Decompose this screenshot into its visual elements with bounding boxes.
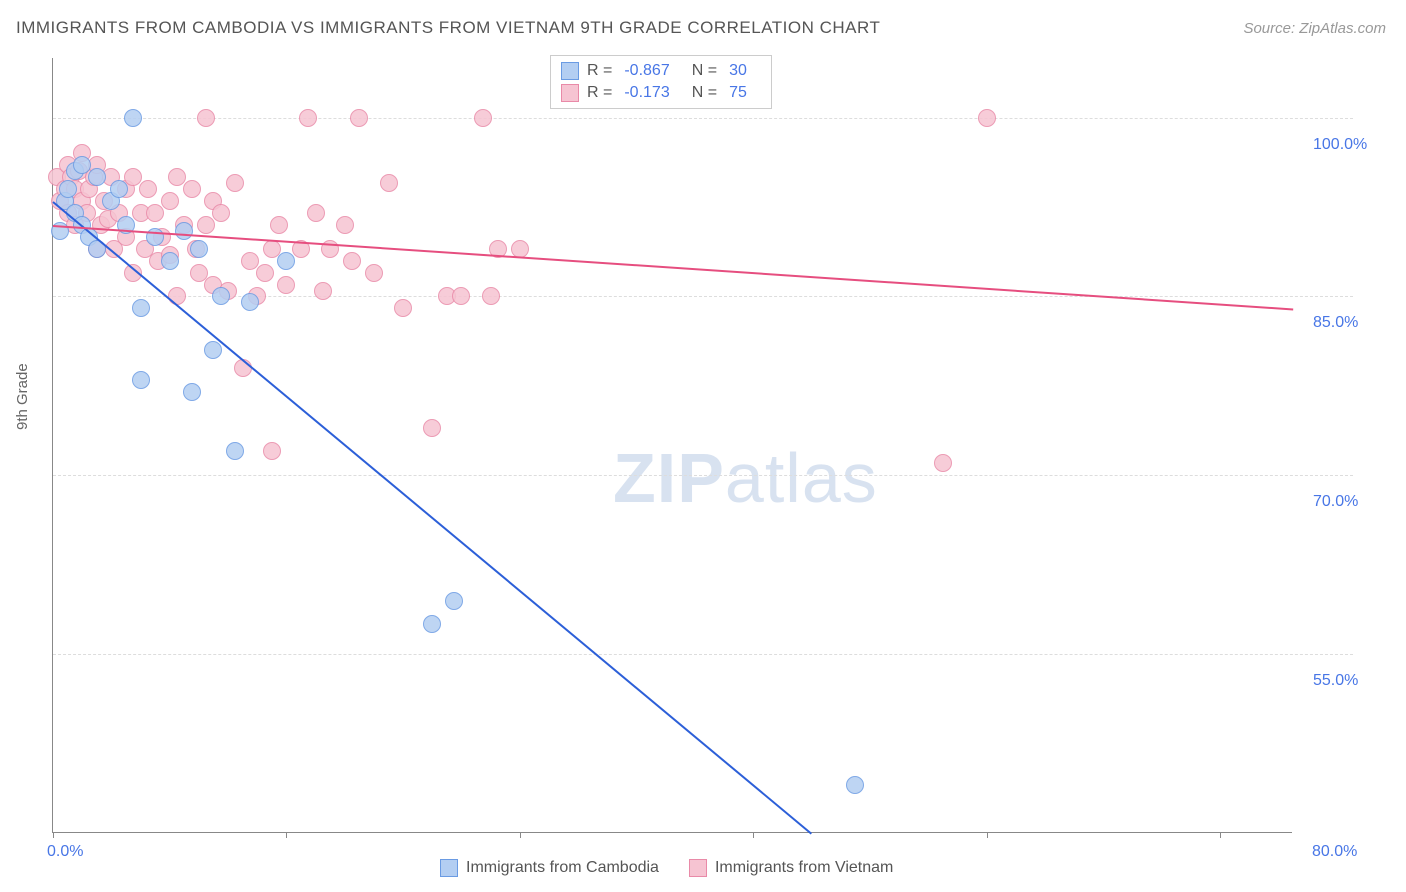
x-tick <box>520 832 521 838</box>
x-tick <box>753 832 754 838</box>
data-point <box>175 222 193 240</box>
data-point <box>59 180 77 198</box>
data-point <box>88 168 106 186</box>
data-point <box>226 442 244 460</box>
gridline <box>53 654 1353 655</box>
data-point <box>846 776 864 794</box>
data-point <box>132 371 150 389</box>
data-point <box>197 216 215 234</box>
data-point <box>263 442 281 460</box>
data-point <box>277 252 295 270</box>
stat-r-value: -0.173 <box>624 84 669 102</box>
watermark: ZIPatlas <box>613 438 878 518</box>
legend-stat-row: R = -0.173 N = 75 <box>561 82 761 104</box>
data-point <box>161 252 179 270</box>
data-point <box>474 109 492 127</box>
legend-swatch <box>689 859 707 877</box>
data-point <box>241 293 259 311</box>
data-point <box>336 216 354 234</box>
x-tick <box>53 832 54 838</box>
stat-n-label: N = <box>692 62 717 80</box>
stat-n-value: 75 <box>729 84 747 102</box>
stat-r-value: -0.867 <box>624 62 669 80</box>
data-point <box>197 109 215 127</box>
x-tick <box>987 832 988 838</box>
data-point <box>445 592 463 610</box>
legend-swatch <box>561 84 579 102</box>
legend-swatch <box>561 62 579 80</box>
stat-n-label: N = <box>692 84 717 102</box>
x-tick <box>286 832 287 838</box>
data-point <box>307 204 325 222</box>
y-axis-label: 9th Grade <box>14 363 31 430</box>
y-tick-label: 55.0% <box>1313 672 1358 690</box>
data-point <box>365 264 383 282</box>
source-label: Source: ZipAtlas.com <box>1243 20 1386 37</box>
legend-item: Immigrants from Vietnam <box>689 859 893 877</box>
data-point <box>277 276 295 294</box>
x-tick-label: 80.0% <box>1312 843 1357 861</box>
data-point <box>124 109 142 127</box>
data-point <box>299 109 317 127</box>
legend-item: Immigrants from Cambodia <box>440 859 659 877</box>
data-point <box>380 174 398 192</box>
legend-swatch <box>440 859 458 877</box>
y-tick-label: 70.0% <box>1313 493 1358 511</box>
data-point <box>183 180 201 198</box>
trend-line <box>53 225 1293 310</box>
chart-title: IMMIGRANTS FROM CAMBODIA VS IMMIGRANTS F… <box>16 18 880 38</box>
legend-stat-row: R = -0.867 N = 30 <box>561 60 761 82</box>
stat-r-label: R = <box>587 84 612 102</box>
stat-n-value: 30 <box>729 62 747 80</box>
data-point <box>190 240 208 258</box>
data-point <box>139 180 157 198</box>
data-point <box>482 287 500 305</box>
data-point <box>146 204 164 222</box>
correlation-chart: IMMIGRANTS FROM CAMBODIA VS IMMIGRANTS F… <box>0 0 1406 892</box>
stats-legend: R = -0.867 N = 30 R = -0.173 N = 75 <box>550 55 772 109</box>
data-point <box>183 383 201 401</box>
y-tick-label: 100.0% <box>1313 136 1367 154</box>
data-point <box>350 109 368 127</box>
data-point <box>394 299 412 317</box>
plot-area: ZIPatlas 55.0%70.0%85.0%100.0% <box>52 58 1292 833</box>
x-tick-label: 0.0% <box>47 843 83 861</box>
data-point <box>161 192 179 210</box>
data-point <box>343 252 361 270</box>
stat-r-label: R = <box>587 62 612 80</box>
data-point <box>132 299 150 317</box>
gridline <box>53 118 1353 119</box>
data-point <box>423 419 441 437</box>
data-point <box>270 216 288 234</box>
legend-label: Immigrants from Vietnam <box>715 859 893 877</box>
x-tick <box>1220 832 1221 838</box>
data-point <box>110 180 128 198</box>
data-point <box>212 204 230 222</box>
data-point <box>256 264 274 282</box>
data-point <box>314 282 332 300</box>
legend-label: Immigrants from Cambodia <box>466 859 659 877</box>
y-tick-label: 85.0% <box>1313 314 1358 332</box>
data-point <box>168 287 186 305</box>
data-point <box>226 174 244 192</box>
data-point <box>204 341 222 359</box>
gridline <box>53 475 1353 476</box>
data-point <box>423 615 441 633</box>
data-point <box>212 287 230 305</box>
data-point <box>934 454 952 472</box>
data-point <box>452 287 470 305</box>
data-point <box>978 109 996 127</box>
series-legend: Immigrants from Cambodia Immigrants from … <box>440 859 893 877</box>
